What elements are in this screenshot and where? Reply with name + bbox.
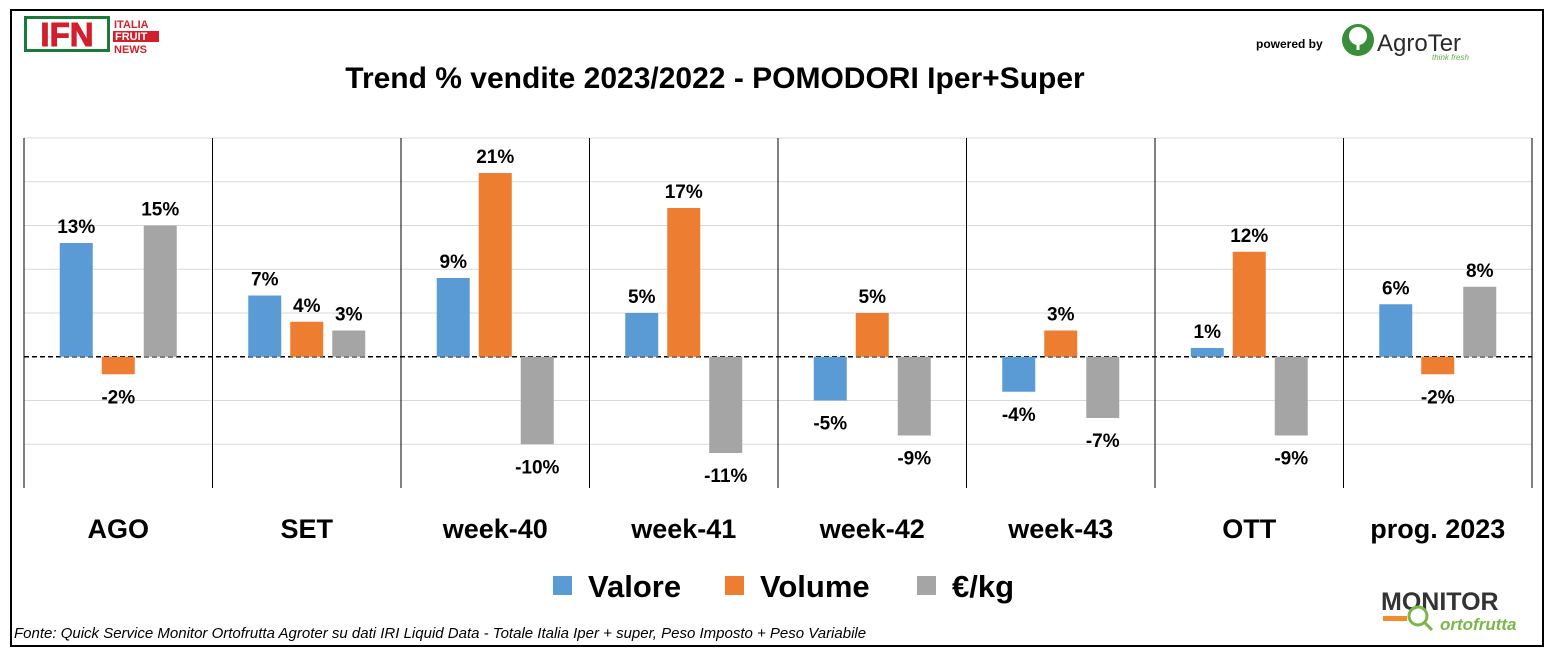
bar-kg-0 (143, 225, 177, 357)
data-label: 3% (335, 305, 363, 326)
legend-swatch (553, 576, 572, 595)
chart-legend: Valore Volume €/kg (553, 569, 1014, 604)
data-label: 15% (141, 200, 179, 221)
data-label: 12% (1230, 226, 1268, 247)
bar-volume-1 (290, 321, 324, 357)
chart-bars (59, 173, 1497, 453)
bar-valore-4 (813, 356, 847, 401)
data-label: -9% (1274, 449, 1308, 470)
ifn-logo-line2: FRUIT (115, 31, 148, 43)
magnifier-icon (1407, 605, 1429, 627)
agroter-tagline: think fresh (1432, 53, 1469, 62)
agroter-logo: powered by AgroTer think fresh (1256, 24, 1469, 62)
data-label: 17% (665, 182, 703, 203)
data-label: -7% (1086, 431, 1120, 452)
category-label: week-40 (442, 514, 548, 544)
category-label: SET (280, 514, 333, 544)
chart-grid (23, 137, 1533, 488)
data-label: -4% (1002, 405, 1036, 426)
data-label: -9% (897, 449, 931, 470)
bar-volume-0 (101, 356, 135, 375)
ifn-logo-line3: NEWS (114, 44, 147, 56)
bar-volume-5 (1044, 330, 1078, 357)
bar-kg-5 (1086, 356, 1120, 418)
data-label: -2% (101, 387, 135, 408)
ifn-logo-line1: ITALIA (114, 19, 149, 31)
data-label: 9% (440, 252, 468, 273)
legend-swatch (917, 576, 936, 595)
legend-label: €/kg (952, 569, 1014, 604)
monitor-logo-line2: ortofrutta (1440, 615, 1516, 634)
bar-kg-7 (1463, 286, 1497, 357)
bar-valore-2 (436, 278, 470, 357)
data-label: 4% (293, 296, 321, 317)
legend-swatch (725, 576, 744, 595)
category-label: prog. 2023 (1370, 514, 1505, 544)
category-label: week-43 (1007, 514, 1113, 544)
data-label: -2% (1421, 387, 1455, 408)
bar-volume-7 (1421, 356, 1455, 375)
data-label: -11% (704, 466, 747, 487)
bar-kg-1 (332, 330, 366, 357)
data-label: 1% (1194, 322, 1222, 343)
data-label: 21% (476, 147, 514, 168)
chart-category-labels: AGO SET week-40 week-41 week-42 week-43 OTT pro… (87, 514, 1505, 544)
agroter-name: AgroTer (1377, 30, 1461, 57)
data-label: -10% (515, 457, 559, 478)
category-label: OTT (1222, 514, 1276, 544)
data-label: 6% (1382, 278, 1410, 299)
category-label: week-42 (819, 514, 925, 544)
bar-kg-2 (520, 356, 554, 445)
bar-valore-6 (1190, 348, 1224, 357)
bar-volume-2 (478, 173, 512, 357)
category-label: AGO (87, 514, 149, 544)
bar-valore-0 (59, 243, 93, 357)
bar-kg-6 (1274, 356, 1308, 436)
legend-label: Valore (588, 569, 681, 604)
monitor-ortofrutta-logo: MONITOR ortofrutta (1381, 588, 1516, 634)
data-label: 8% (1466, 261, 1494, 282)
bar-valore-1 (248, 295, 282, 357)
chart-title: Trend % vendite 2023/2022 - POMODORI Ipe… (345, 62, 1085, 95)
data-label: 3% (1047, 305, 1075, 326)
powered-by-label: powered by (1256, 37, 1323, 51)
bar-kg-4 (897, 356, 931, 436)
bar-valore-7 (1379, 304, 1413, 357)
data-label: 5% (628, 287, 656, 308)
bar-valore-3 (625, 313, 659, 357)
bar-volume-4 (855, 313, 889, 357)
data-label: 13% (57, 217, 95, 238)
bar-volume-3 (667, 208, 701, 357)
bar-valore-5 (1002, 356, 1036, 392)
data-label: 5% (859, 287, 887, 308)
data-label: 7% (251, 270, 279, 291)
ifn-logo-letters: IFN (40, 16, 93, 53)
chart-data-labels: 13% -2% 15% 7% 4% 3% 9% 21% -10% 5% 17% -11% -5% 5% -9… (57, 147, 1493, 487)
bar-kg-3 (709, 356, 743, 453)
category-label: week-41 (630, 514, 736, 544)
source-footnote: Fonte: Quick Service Monitor Ortofrutta … (14, 625, 867, 642)
bar-volume-6 (1232, 251, 1266, 357)
data-label: -5% (813, 414, 847, 435)
monitor-logo-line1: MONITOR (1381, 588, 1499, 616)
legend-label: Volume (760, 569, 870, 604)
ifn-logo: IFN ITALIA FRUIT NEWS (24, 16, 159, 56)
